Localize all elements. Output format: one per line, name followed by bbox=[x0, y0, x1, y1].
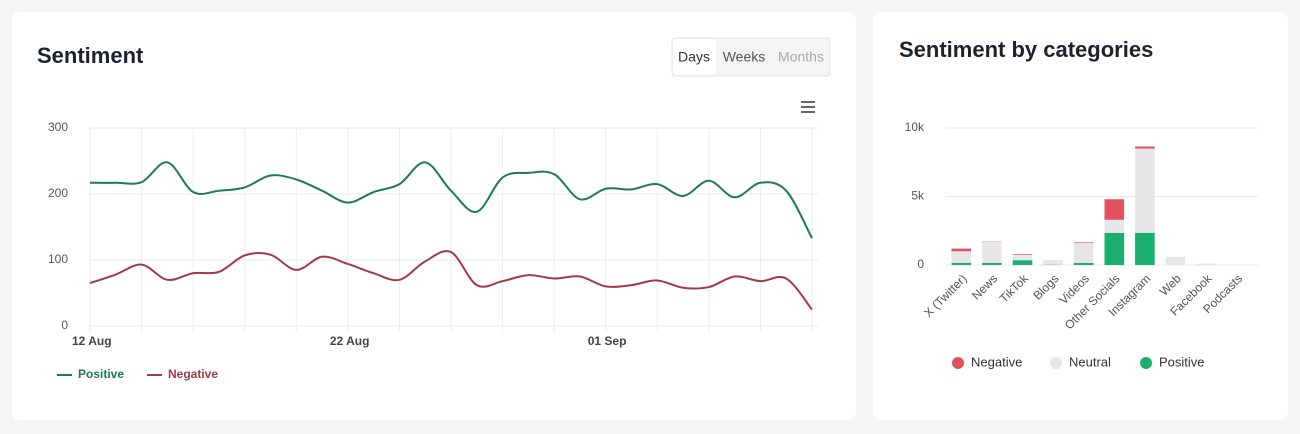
y-tick-label: 300 bbox=[48, 120, 68, 134]
legend-label: Negative bbox=[971, 354, 1022, 369]
bar-segment bbox=[1135, 232, 1155, 265]
card bbox=[12, 12, 856, 420]
y-tick-label: 100 bbox=[48, 252, 68, 266]
bar-segment bbox=[1196, 263, 1216, 265]
x-tick-label: 01 Sep bbox=[588, 334, 627, 348]
bar-segment bbox=[1104, 232, 1125, 265]
bar-segment bbox=[1104, 199, 1125, 220]
x-tick-label: 12 Aug bbox=[72, 334, 112, 348]
bar-segment bbox=[982, 241, 1002, 263]
bar-segment bbox=[1073, 242, 1094, 244]
bar-segment bbox=[1165, 256, 1186, 265]
chart-title: Sentiment by categories bbox=[899, 37, 1153, 62]
y-tick-label: 10k bbox=[905, 120, 925, 134]
bar-segment bbox=[1135, 146, 1155, 149]
bar-segment bbox=[1012, 254, 1033, 255]
line bbox=[89, 250, 813, 311]
y-tick-label: 200 bbox=[48, 186, 68, 200]
legend-marker bbox=[1140, 357, 1152, 369]
button[interactable]: Days bbox=[678, 49, 710, 65]
bar-segment bbox=[1104, 219, 1125, 233]
button[interactable]: Weeks bbox=[723, 49, 766, 65]
card bbox=[873, 12, 1288, 420]
bar-segment bbox=[1135, 148, 1155, 233]
legend-label: Positive bbox=[1159, 354, 1205, 369]
legend-marker bbox=[1050, 357, 1062, 369]
range-toggle: Days Weeks Months bbox=[671, 37, 831, 77]
bar-segment bbox=[951, 262, 972, 265]
line bbox=[89, 161, 813, 239]
bar-segment bbox=[1012, 254, 1033, 261]
bar-segment bbox=[1012, 260, 1033, 265]
menu-icon[interactable] bbox=[801, 101, 815, 113]
bar-segment bbox=[1073, 262, 1094, 265]
chart-title: Sentiment bbox=[37, 43, 144, 68]
x-tick-label: 22 Aug bbox=[330, 334, 370, 348]
bar-segment bbox=[1043, 260, 1063, 265]
button[interactable]: Months bbox=[778, 49, 824, 65]
legend-label: Neutral bbox=[1069, 354, 1111, 369]
y-tick-label: 0 bbox=[61, 318, 68, 332]
toggle-selected bbox=[673, 39, 716, 75]
legend-marker bbox=[952, 357, 964, 369]
bar-segment bbox=[951, 251, 972, 263]
y-tick-label: 5k bbox=[911, 189, 925, 203]
bar-segment bbox=[951, 248, 972, 252]
y-tick-label: 0 bbox=[917, 257, 924, 271]
bar-segment bbox=[1073, 243, 1094, 263]
legend-label: Negative bbox=[168, 367, 218, 381]
legend-label: Positive bbox=[78, 367, 124, 381]
bar-segment bbox=[982, 262, 1002, 265]
